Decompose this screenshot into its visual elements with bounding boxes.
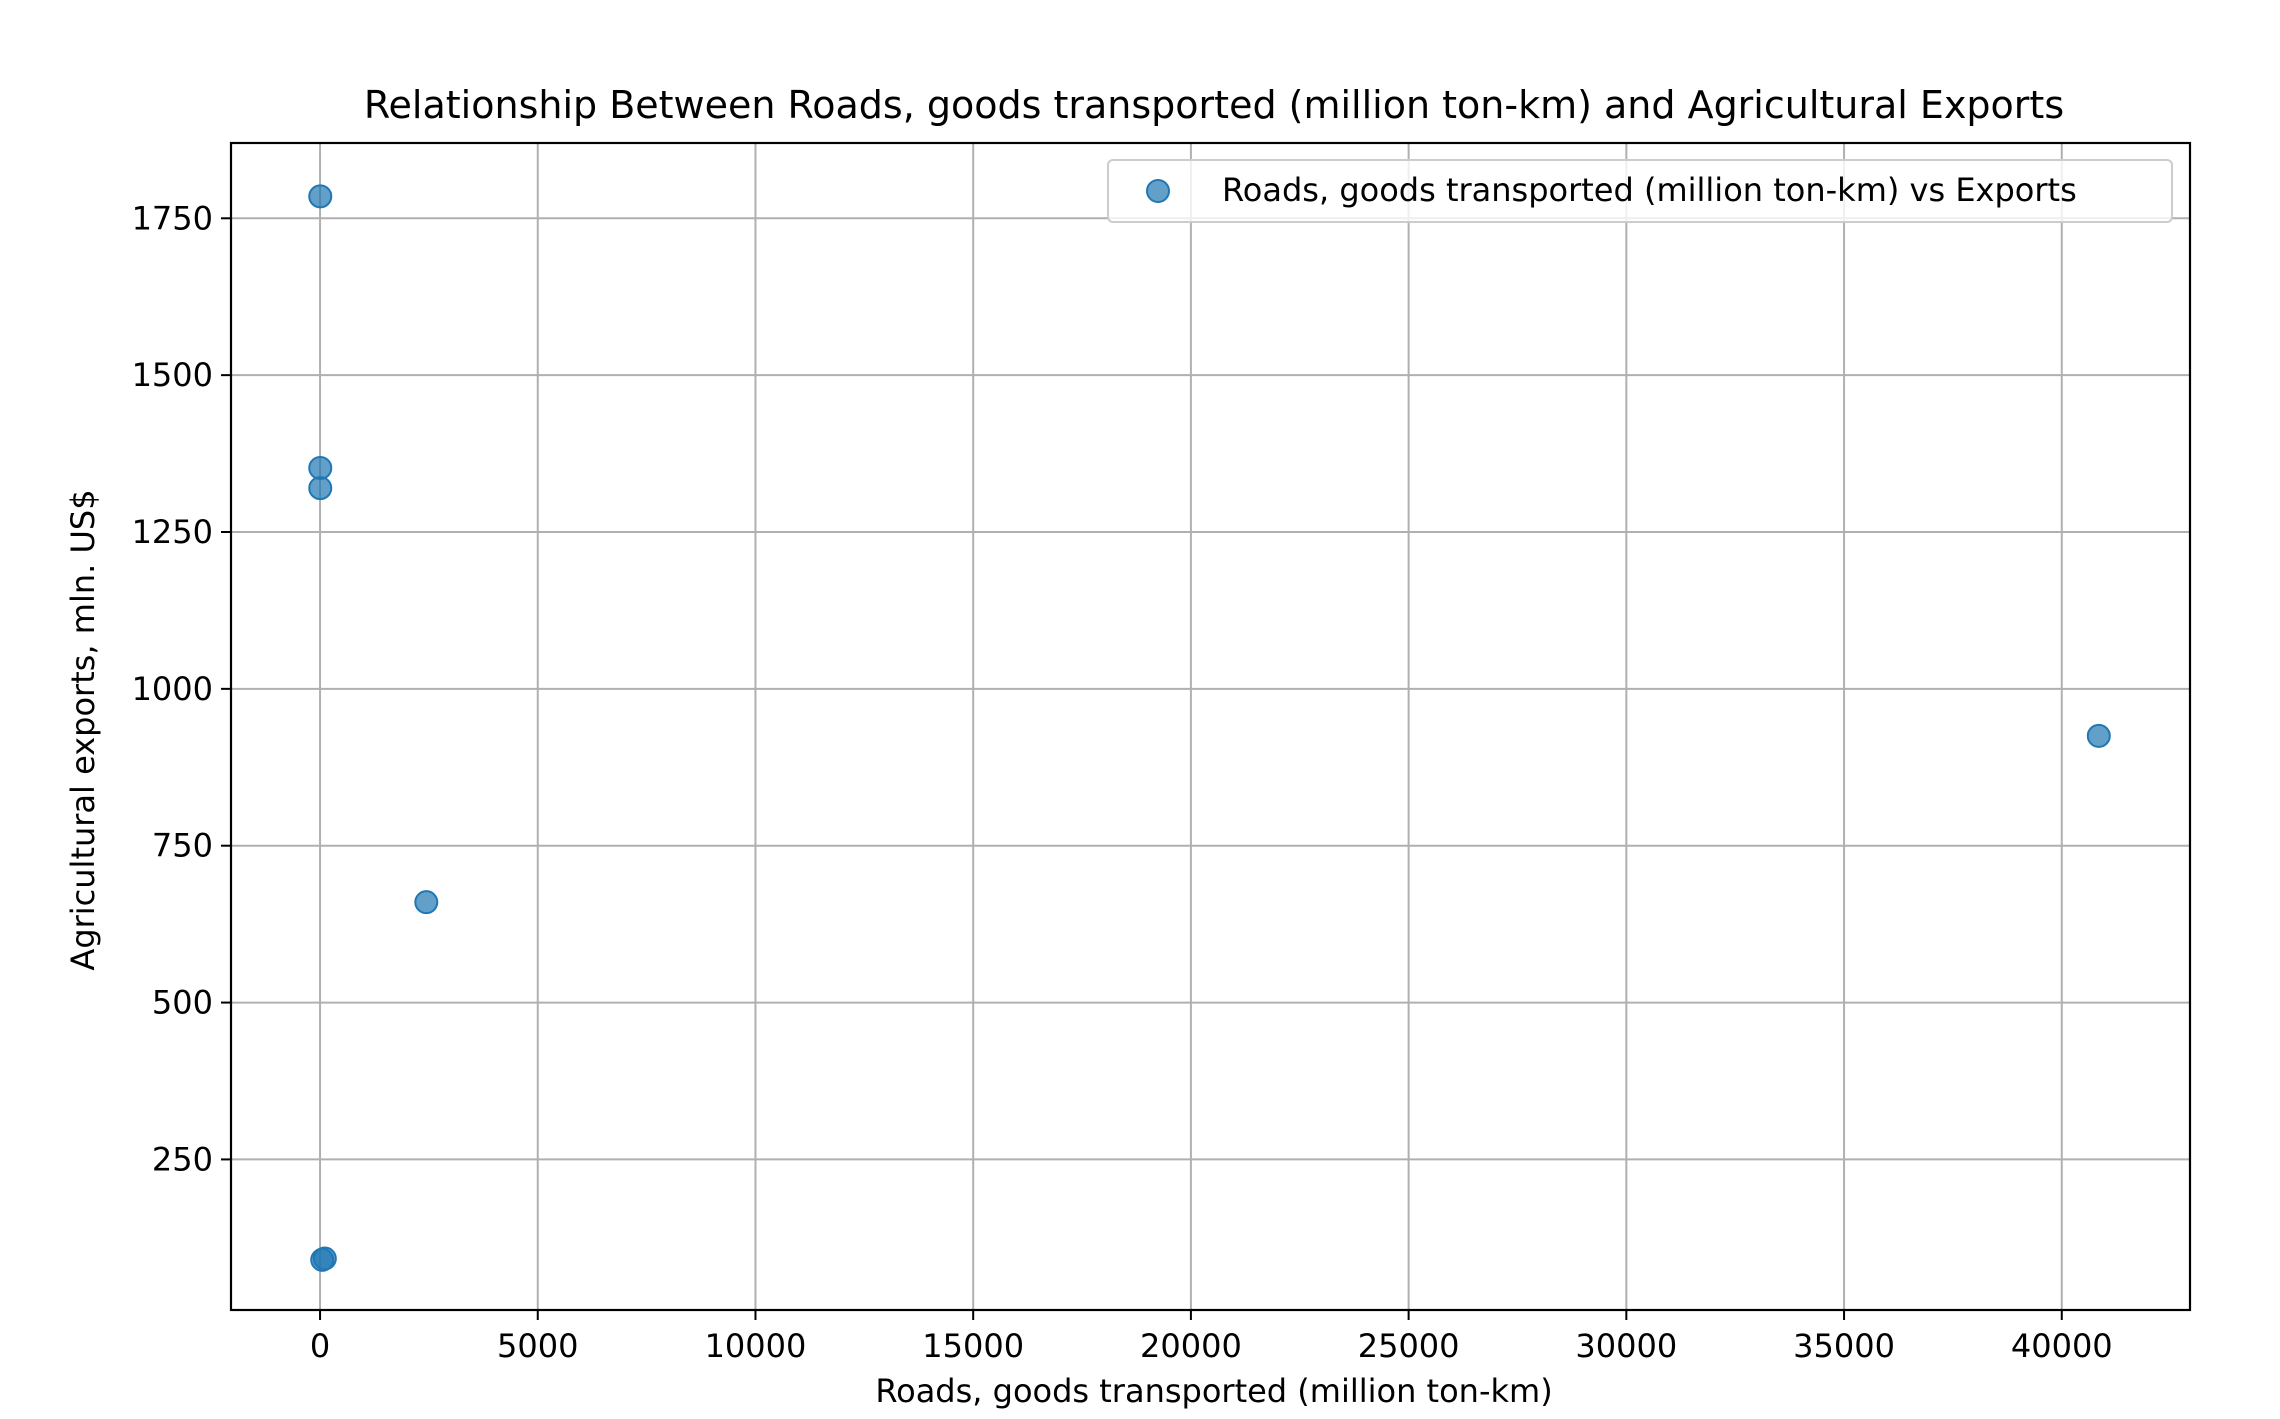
y-tick-label: 1250 [132, 513, 213, 551]
data-point [308, 184, 333, 209]
y-tick-label: 250 [152, 1140, 213, 1178]
grid-lines [231, 143, 2190, 1310]
plot-area-frame [229, 141, 2192, 1312]
y-tick-label: 1000 [132, 670, 213, 708]
x-tick-label: 10000 [705, 1327, 807, 1365]
x-tick-label: 40000 [2011, 1327, 2113, 1365]
data-points [308, 184, 2111, 1272]
x-tick-label: 25000 [1358, 1327, 1460, 1365]
x-axis-label: Roads, goods transported (million ton-km… [875, 1372, 1552, 1410]
x-axis-ticks: 0 5000 10000 15000 20000 25000 30000 35000 40000 [310, 1310, 2113, 1365]
data-point [308, 476, 333, 501]
x-tick-label: 0 [310, 1327, 330, 1365]
x-tick-label: 5000 [497, 1327, 578, 1365]
x-tick-label: 35000 [1793, 1327, 1895, 1365]
y-axis-label: Agricultural exports, mln. US$ [64, 489, 102, 970]
y-tick-label: 500 [152, 984, 213, 1022]
legend-label: Roads, goods transported (million ton-km… [1222, 171, 2077, 209]
y-tick-label: 750 [152, 827, 213, 865]
data-point [2086, 723, 2111, 748]
y-tick-label: 1750 [132, 199, 213, 237]
legend-box [1107, 159, 2173, 223]
y-axis-ticks: 250 500 750 1000 1250 1500 1750 [132, 199, 231, 1178]
x-tick-label: 30000 [1575, 1327, 1677, 1365]
x-tick-label: 15000 [922, 1327, 1024, 1365]
legend-marker [1146, 179, 1170, 203]
data-point [414, 890, 439, 915]
legend: Roads, goods transported (million ton-km… [1107, 159, 2173, 223]
chart-title: Relationship Between Roads, goods transp… [364, 83, 2064, 127]
data-point [308, 456, 333, 481]
y-tick-label: 1500 [132, 356, 213, 394]
data-point [312, 1246, 337, 1271]
x-tick-label: 20000 [1140, 1327, 1242, 1365]
